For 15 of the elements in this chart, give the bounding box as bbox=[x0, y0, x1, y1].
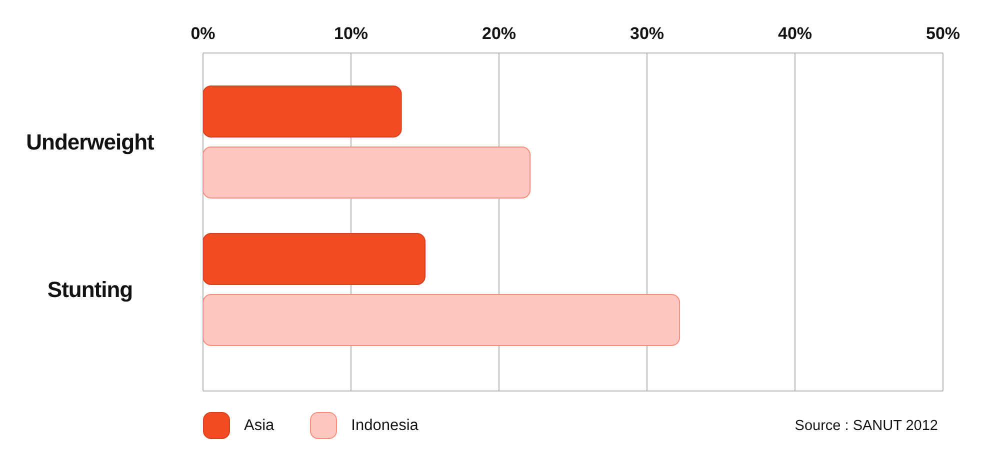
x-tick-label: 20% bbox=[482, 24, 516, 43]
x-tick-label: 50% bbox=[926, 24, 960, 43]
x-tick-label: 0% bbox=[190, 24, 216, 43]
bar bbox=[203, 86, 402, 138]
y-tick-label: Underweight bbox=[26, 129, 156, 154]
y-tick-label: Stunting bbox=[47, 276, 133, 302]
legend-label: Asia bbox=[244, 416, 274, 434]
bar bbox=[203, 146, 531, 198]
source-note: Source : SANUT 2012 bbox=[794, 418, 938, 434]
bar bbox=[203, 233, 426, 285]
x-tick-label: 40% bbox=[778, 24, 812, 43]
legend-label: Indonesia bbox=[351, 416, 418, 434]
x-tick-label: 10% bbox=[334, 24, 368, 43]
x-tick-label: 30% bbox=[630, 24, 664, 43]
bar bbox=[203, 294, 680, 346]
